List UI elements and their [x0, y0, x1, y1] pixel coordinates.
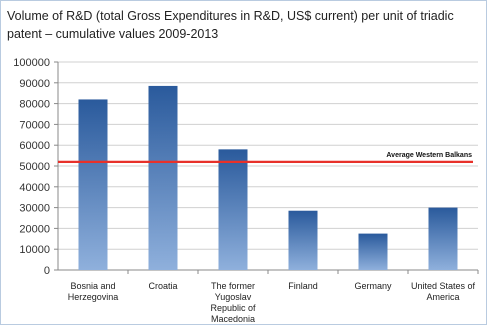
reference-line-group: Average Western Balkans	[58, 152, 473, 163]
bar	[148, 85, 178, 270]
bar	[428, 207, 458, 270]
y-tick-label: 60000	[19, 140, 50, 152]
y-tick-label: 80000	[19, 99, 50, 111]
x-category-label: Yugoslav	[215, 292, 252, 302]
y-tick-label: 40000	[19, 182, 50, 194]
x-category-label: Herzegovina	[68, 292, 119, 302]
x-category-label: Bosnia and	[70, 281, 115, 291]
x-category-label: Finland	[288, 281, 318, 291]
x-category-label: America	[426, 292, 459, 302]
x-category-label: Macedonia	[211, 314, 255, 324]
bars	[78, 85, 458, 270]
reference-line-label: Average Western Balkans	[386, 152, 472, 159]
grid-lines	[58, 61, 478, 271]
bar	[358, 233, 388, 270]
bar	[78, 99, 108, 270]
y-tick-label: 90000	[19, 78, 50, 90]
bar	[288, 210, 318, 270]
y-tick-label: 10000	[19, 244, 50, 256]
bar	[218, 149, 248, 270]
chart-title: Volume of R&D (total Gross Expenditures …	[7, 9, 454, 41]
x-category-label: United States of	[411, 281, 476, 291]
y-tick-label: 0	[44, 265, 50, 277]
x-category-label: Republic of	[210, 303, 256, 313]
y-tick-label: 30000	[19, 203, 50, 215]
y-axis: 0 10000 20000 30000 40000 50000 60000 70000 8000…	[13, 57, 479, 277]
x-category-label: The former	[211, 281, 255, 291]
y-tick-label: 100000	[13, 57, 50, 69]
x-category-label: Germany	[354, 281, 392, 291]
x-category-label: Croatia	[148, 281, 177, 291]
y-tick-label: 70000	[19, 119, 50, 131]
y-tick-label: 50000	[19, 161, 50, 173]
y-tick-label: 20000	[19, 223, 50, 235]
